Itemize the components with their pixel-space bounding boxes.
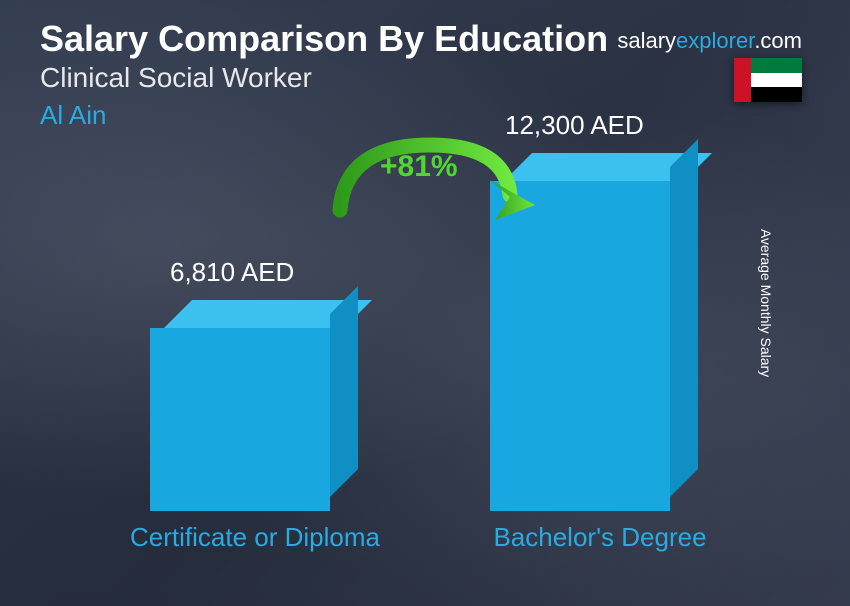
uae-flag-icon [734, 58, 802, 102]
flag-red-stripe [734, 58, 751, 102]
branding-suffix: .com [754, 28, 802, 53]
chart-container: Salary Comparison By Education Clinical … [0, 0, 850, 606]
branding-accent: explorer [676, 28, 754, 53]
page-title: Salary Comparison By Education [40, 18, 608, 60]
flag-black-stripe [751, 87, 802, 102]
bar-front [150, 328, 330, 511]
bar-label-certificate: Certificate or Diploma [105, 522, 405, 553]
branding-prefix: salary [617, 28, 676, 53]
bar-label-bachelor: Bachelor's Degree [475, 522, 725, 553]
branding-text: salaryexplorer.com [617, 28, 802, 54]
bar-value-certificate: 6,810 AED [170, 257, 294, 288]
flag-white-stripe [751, 73, 802, 88]
location-label: Al Ain [40, 100, 107, 131]
increase-percentage: +81% [380, 150, 458, 184]
chart-area: +81% 6,810 AED Certificate or Diploma 12… [90, 140, 760, 566]
page-subtitle: Clinical Social Worker [40, 62, 312, 94]
increase-arrow-icon [300, 125, 560, 245]
y-axis-label: Average Monthly Salary [758, 229, 774, 377]
flag-green-stripe [751, 58, 802, 73]
flag-stripes [751, 58, 802, 102]
bar-side [670, 139, 698, 497]
bar-side [330, 286, 358, 497]
